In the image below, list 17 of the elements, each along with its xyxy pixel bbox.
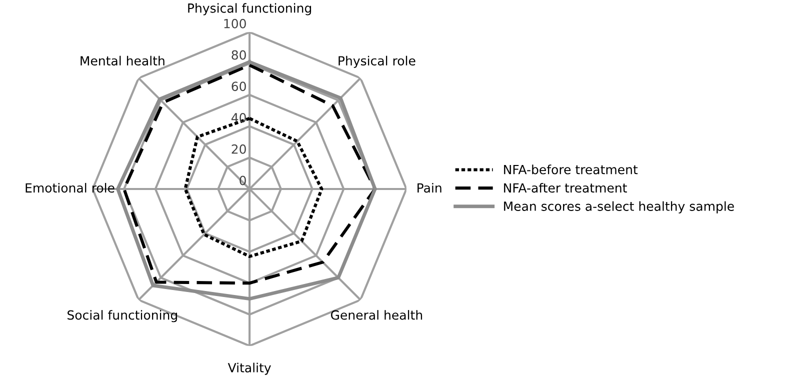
y-tick-label: 40 bbox=[231, 112, 246, 122]
spoke-label: Vitality bbox=[228, 362, 271, 375]
y-tick-label: 80 bbox=[232, 50, 246, 60]
y-tick-label: 100 bbox=[224, 18, 246, 28]
legend-label: NFA-before treatment bbox=[504, 164, 638, 174]
spoke-label: Pain bbox=[418, 182, 442, 193]
legend-label: NFA-after treatment bbox=[504, 182, 627, 193]
spoke-label: Emotional role bbox=[26, 182, 114, 193]
y-tick-label: 0 bbox=[240, 176, 246, 186]
y-tick-label: 20 bbox=[232, 144, 246, 154]
y-tick-label: 60 bbox=[232, 82, 246, 92]
spoke-label: General health bbox=[330, 310, 422, 320]
legend-label: Mean scores a-select healthy sample bbox=[504, 201, 734, 214]
spoke-label: Physical functioning bbox=[188, 3, 312, 16]
spoke-label: Mental health bbox=[80, 56, 164, 66]
spoke-label: Physical role bbox=[338, 56, 416, 68]
spoke-label: Social functioning bbox=[68, 310, 178, 322]
